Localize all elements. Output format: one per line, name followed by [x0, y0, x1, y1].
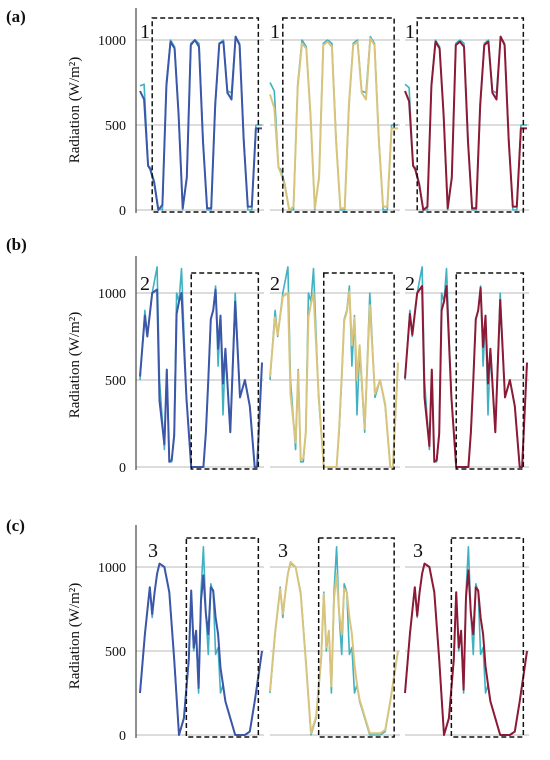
series-line-prediction-2-0	[139, 562, 263, 736]
y-tick-label-2-1: 500	[105, 645, 126, 660]
forecast-window-1-1	[323, 272, 395, 470]
series-line-actual-2-2	[404, 545, 528, 736]
series-line-prediction-0-0	[139, 35, 262, 211]
series-line-prediction-0-2	[404, 35, 527, 211]
y-tick-label-2-2: 1000	[98, 561, 126, 576]
series-line-actual-2-0	[139, 545, 263, 736]
y-tick-label-0-1: 500	[105, 119, 126, 134]
series-line-prediction-2-1	[269, 561, 399, 735]
window-label-0-0: 1	[140, 21, 150, 43]
y-tick-label-1-2: 1000	[98, 287, 126, 302]
window-label-1-0: 2	[140, 273, 150, 295]
panel-label-0: (a)	[6, 7, 26, 26]
forecast-window-0-1	[282, 17, 395, 213]
y-tick-label-2-0: 0	[119, 729, 126, 744]
window-label-0-1: 1	[270, 21, 280, 43]
window-label-2-2: 3	[413, 540, 423, 562]
y-tick-label-1-1: 500	[105, 374, 126, 389]
forecast-window-1-2	[455, 272, 525, 470]
series-line-actual-2-1	[269, 545, 399, 736]
forecast-window-0-0	[151, 17, 260, 213]
series-line-prediction-1-0	[139, 288, 263, 468]
forecast-window-2-2	[450, 537, 525, 738]
series-line-prediction-0-1	[269, 37, 398, 211]
y-axis-title-1: Radiation (W/m²)	[67, 312, 83, 419]
series-line-prediction-1-1	[269, 290, 399, 468]
window-label-1-1: 2	[270, 273, 280, 295]
panel-label-1: (b)	[6, 235, 27, 254]
series-line-prediction-2-2	[404, 562, 528, 736]
window-label-2-0: 3	[148, 540, 158, 562]
window-label-2-1: 3	[278, 540, 288, 562]
y-tick-label-0-0: 0	[119, 204, 126, 219]
forecast-window-1-0	[190, 272, 260, 470]
y-axis-title-2: Radiation (W/m²)	[67, 583, 83, 690]
forecast-window-2-1	[317, 537, 395, 738]
y-axis-title-0: Radiation (W/m²)	[67, 57, 83, 164]
window-label-0-2: 1	[405, 21, 415, 43]
forecast-window-2-0	[185, 537, 260, 738]
forecast-window-0-2	[416, 17, 525, 213]
panel-label-2: (c)	[6, 516, 25, 535]
window-label-1-2: 2	[405, 273, 415, 295]
y-tick-label-0-2: 1000	[98, 34, 126, 49]
y-tick-label-1-0: 0	[119, 461, 126, 476]
series-line-prediction-1-2	[404, 285, 528, 468]
